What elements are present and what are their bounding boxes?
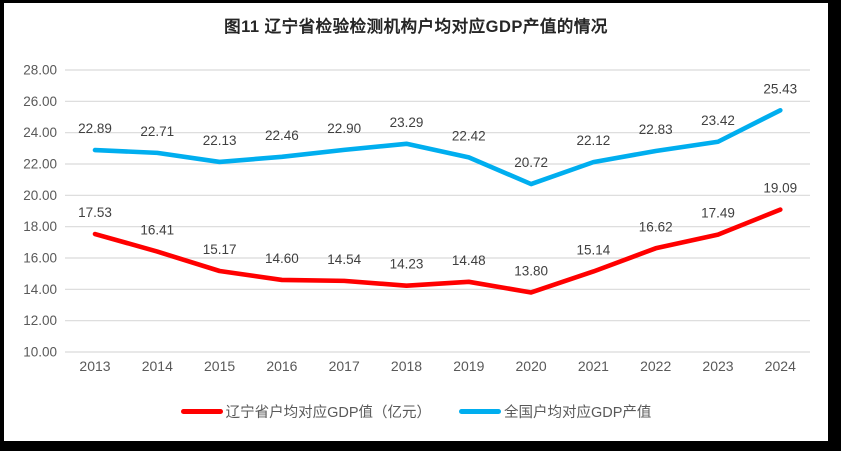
legend-line-swatch-red-icon xyxy=(180,409,223,414)
data-label: 14.54 xyxy=(327,252,361,267)
series-line-liaoning xyxy=(92,207,783,295)
data-label: 22.71 xyxy=(140,124,174,139)
y-tick-label: 22.00 xyxy=(23,157,57,172)
data-label: 20.72 xyxy=(514,155,548,170)
y-tick-label: 20.00 xyxy=(23,188,57,203)
data-label: 14.23 xyxy=(390,257,424,272)
y-tick-label: 12.00 xyxy=(23,313,57,328)
x-tick-label: 2014 xyxy=(142,358,173,374)
data-label: 23.29 xyxy=(390,115,424,130)
x-tick-label: 2013 xyxy=(79,358,110,374)
x-tick-label: 2022 xyxy=(640,358,671,374)
x-tick-label: 2017 xyxy=(329,358,360,374)
legend-item-liaoning: 辽宁省户均对应GDP值（亿元） xyxy=(180,401,431,422)
x-tick-label: 2015 xyxy=(204,358,235,374)
data-label: 16.41 xyxy=(140,223,174,238)
chart-container: 图11 辽宁省检验检测机构户均对应GDP产值的情况 10.00 12.00 14.0… xyxy=(4,3,828,441)
line-chart-plot-area: 10.00 12.00 14.00 16.00 18.00 20.00 22.00 24.00… xyxy=(23,63,810,374)
data-label: 15.14 xyxy=(577,242,611,257)
y-tick-label: 10.00 xyxy=(23,345,57,360)
data-label: 15.17 xyxy=(203,242,237,257)
series-line-national xyxy=(92,107,783,187)
legend-line-swatch-blue-icon xyxy=(459,409,501,414)
legend-label-national: 全国户均对应GDP产值 xyxy=(504,405,652,421)
y-tick-label: 28.00 xyxy=(23,63,57,78)
data-label: 13.80 xyxy=(514,263,548,278)
x-tick-label: 2018 xyxy=(391,358,422,374)
x-tick-label: 2020 xyxy=(516,358,547,374)
x-tick-label: 2019 xyxy=(453,358,484,374)
chart-title: 图11 辽宁省检验检测机构户均对应GDP产值的情况 xyxy=(224,18,608,36)
data-label: 17.53 xyxy=(78,205,112,220)
x-tick-label: 2016 xyxy=(266,358,297,374)
y-tick-label: 26.00 xyxy=(23,94,57,109)
data-label: 16.62 xyxy=(639,219,673,234)
x-tick-label: 2021 xyxy=(578,358,609,374)
x-tick-label: 2023 xyxy=(702,358,733,374)
data-label: 23.42 xyxy=(701,113,735,128)
data-label: 22.46 xyxy=(265,128,299,143)
data-label: 17.49 xyxy=(701,206,735,221)
data-label: 22.83 xyxy=(639,122,673,137)
legend: 辽宁省户均对应GDP值（亿元） 全国户均对应GDP产值 xyxy=(4,401,828,422)
data-label: 14.60 xyxy=(265,251,299,266)
x-tick-label: 2024 xyxy=(765,358,796,374)
legend-item-national: 全国户均对应GDP产值 xyxy=(459,401,651,422)
data-label: 19.09 xyxy=(763,181,797,196)
data-label: 22.12 xyxy=(577,133,611,148)
data-label: 22.89 xyxy=(78,121,112,136)
legend-label-liaoning: 辽宁省户均对应GDP值（亿元） xyxy=(225,405,431,421)
y-tick-label: 18.00 xyxy=(23,219,57,234)
data-label: 25.43 xyxy=(763,81,797,96)
y-tick-label: 16.00 xyxy=(23,251,57,266)
data-label: 22.42 xyxy=(452,128,486,143)
data-label: 14.48 xyxy=(452,253,486,268)
y-tick-label: 14.00 xyxy=(23,282,57,297)
data-label: 22.90 xyxy=(327,121,361,136)
y-tick-label: 24.00 xyxy=(23,125,57,140)
data-label: 22.13 xyxy=(203,133,237,148)
